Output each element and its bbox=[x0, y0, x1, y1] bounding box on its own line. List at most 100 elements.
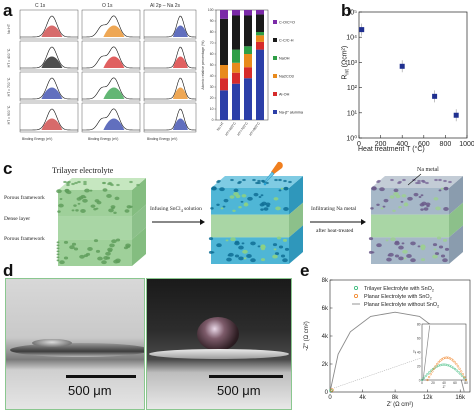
bar-ylabel: Atomic relative percentage (%) bbox=[201, 40, 205, 89]
trilayer-cube-infused bbox=[208, 176, 303, 264]
xps-peak-fill bbox=[172, 87, 188, 99]
cube-pore bbox=[272, 254, 278, 259]
cube-pore bbox=[241, 242, 245, 245]
cube-pore bbox=[75, 209, 79, 212]
cube-pore bbox=[79, 254, 85, 259]
photo-planar-electrolyte: 500 μm bbox=[5, 278, 145, 410]
impedance-xtick-label: 16k bbox=[455, 395, 466, 401]
bar-category-label: HT=900°C bbox=[248, 121, 261, 137]
cube-pore bbox=[229, 195, 235, 199]
cube-pore bbox=[95, 249, 101, 253]
bar-segment bbox=[244, 54, 252, 68]
cube-pore bbox=[370, 207, 374, 210]
xps-peak-fill bbox=[103, 56, 125, 68]
scatter-ytick-label: 10² bbox=[347, 85, 358, 92]
scatter-point bbox=[359, 27, 365, 33]
scatter-point bbox=[432, 93, 438, 99]
cube-pore bbox=[386, 257, 392, 262]
impedance-xlabel: Z′ (Ω cm²) bbox=[387, 402, 414, 408]
cube-pore bbox=[280, 187, 284, 190]
cube-pore bbox=[394, 241, 400, 246]
cube-pore bbox=[398, 256, 404, 261]
cube-pore bbox=[106, 194, 112, 198]
cube-pore bbox=[234, 241, 240, 246]
cube-pore bbox=[436, 236, 442, 240]
impedance-legend-label: Planar Electrolyte without SnO2 bbox=[364, 302, 439, 309]
stacked-bar-chart: Atomic relative percentage (%) 0 10 20 30 40 5… bbox=[201, 8, 304, 137]
cube-pore-top bbox=[83, 182, 87, 186]
cube-pore-top bbox=[417, 179, 421, 183]
cube-pore bbox=[82, 198, 88, 203]
inset-point-planar-sno2 bbox=[431, 370, 434, 373]
cube-pore bbox=[225, 239, 229, 242]
cube-pore bbox=[210, 207, 214, 210]
scalebar-label-left: 500 μm bbox=[68, 383, 112, 398]
step1-arrow-icon bbox=[152, 219, 205, 225]
cube-pore bbox=[109, 243, 115, 248]
xps-col-title-al2p: Al 2p – Na 2s bbox=[150, 3, 181, 9]
cube-pore bbox=[238, 245, 244, 250]
cube-pore bbox=[403, 203, 409, 207]
inset-point-planar-sno2 bbox=[436, 363, 439, 366]
cube-pore-top bbox=[63, 180, 67, 184]
step2-arrow-icon bbox=[310, 219, 366, 225]
cube-pore-top bbox=[402, 178, 406, 182]
xps-row-label-3: HT = 900 °C bbox=[7, 105, 11, 125]
cube-pore bbox=[230, 237, 236, 242]
cube-pore bbox=[368, 250, 374, 254]
cube-pore bbox=[242, 249, 248, 254]
cube-pore-top bbox=[136, 183, 140, 187]
inset-point-planar-sno2 bbox=[453, 361, 456, 364]
inset-point-trilayer bbox=[426, 372, 429, 376]
inset-xtick-label: 40 bbox=[442, 381, 446, 385]
cube-layer-front bbox=[211, 188, 289, 215]
impedance-point-planar-sno2 bbox=[330, 388, 334, 392]
cube-pore bbox=[73, 204, 77, 207]
cube-pore bbox=[84, 188, 90, 193]
inset-line-planar-no-sno2 bbox=[422, 325, 431, 381]
inset-point-trilayer bbox=[420, 378, 424, 382]
photo-disc-right bbox=[149, 349, 289, 359]
cube-layer-side bbox=[289, 176, 303, 215]
cube-pore bbox=[418, 196, 422, 198]
cube-pore bbox=[71, 209, 75, 212]
cube-pore bbox=[420, 258, 426, 262]
cube-pore bbox=[393, 188, 399, 193]
cube-pore bbox=[56, 241, 60, 244]
xps-spectrum-line bbox=[20, 46, 79, 69]
cube-pore bbox=[56, 253, 60, 256]
scalebar-line-right bbox=[209, 375, 283, 378]
xps-col-title-o1s: O 1s bbox=[102, 3, 113, 9]
bar-segment bbox=[256, 49, 264, 120]
inset-point-planar-sno2 bbox=[432, 367, 436, 370]
cube-pore bbox=[403, 257, 407, 260]
impedance-ytick-label: 8k bbox=[322, 278, 329, 284]
xps-spectrum-line bbox=[20, 108, 79, 131]
cube-pore bbox=[272, 243, 278, 247]
bar-ytick-label: 30 bbox=[210, 85, 214, 89]
xps-spectrum-line bbox=[20, 15, 79, 38]
xps-xlabel-1: Binding Energy (eV) bbox=[88, 137, 119, 141]
bar-segment bbox=[232, 83, 240, 120]
cube-pore bbox=[440, 254, 446, 258]
cube-pore bbox=[407, 196, 413, 201]
cube-layer-side bbox=[449, 176, 463, 215]
xps-spectrum-line bbox=[81, 46, 141, 69]
cube-pore bbox=[96, 200, 102, 205]
panel-b-ylabel-unit: (Ωcm²) bbox=[341, 45, 349, 70]
cube-pore bbox=[58, 203, 64, 208]
xps-col-title-c1s: C 1s bbox=[35, 3, 46, 9]
cube-pore bbox=[113, 211, 117, 215]
cube-pore-top bbox=[261, 179, 265, 183]
bar-segment bbox=[232, 10, 240, 16]
panel-b-ylabel-main: R bbox=[341, 74, 349, 80]
cube-pore bbox=[401, 242, 405, 245]
xps-spectra-grid bbox=[19, 9, 197, 133]
panel-b-ylabel: Rint (Ωcm²) bbox=[341, 33, 350, 93]
cube-pore-top bbox=[415, 181, 419, 185]
impedance-legend-label: Planar Electrolyte with SnO2 bbox=[364, 294, 432, 301]
impedance-xtick-label: 4k bbox=[359, 395, 366, 401]
cube-pore bbox=[103, 256, 109, 260]
inset-point-trilayer bbox=[446, 363, 449, 367]
inset-xlabel: Z′ bbox=[443, 385, 446, 389]
